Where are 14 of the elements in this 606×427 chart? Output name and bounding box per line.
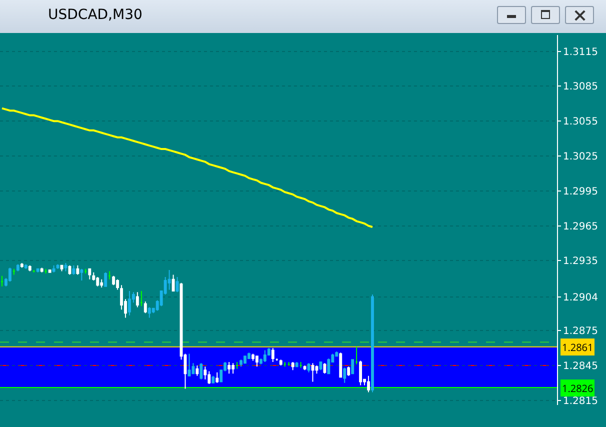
- ref-line-label: 1.2861: [562, 340, 594, 354]
- y-tick-label: 1.2904: [563, 292, 598, 304]
- y-tick-label: 1.3085: [563, 82, 598, 93]
- y-tick-label: 1.2875: [563, 326, 598, 338]
- y-tick-label: 1.2845: [563, 360, 598, 372]
- y-tick-label: 1.2965: [563, 221, 598, 232]
- y-tick-label: 1.3055: [563, 116, 598, 128]
- y-tick-label: 1.3115: [563, 46, 598, 58]
- y-tick-label: 1.2995: [563, 186, 598, 198]
- y-tick-label: 1.2815: [563, 396, 598, 407]
- y-tick-label: 1.2935: [563, 256, 598, 268]
- y-tick-label: 1.3025: [563, 152, 598, 163]
- chart-title: USDCAD,M30: [48, 7, 142, 23]
- ref-line-label: 1.2826: [562, 381, 594, 395]
